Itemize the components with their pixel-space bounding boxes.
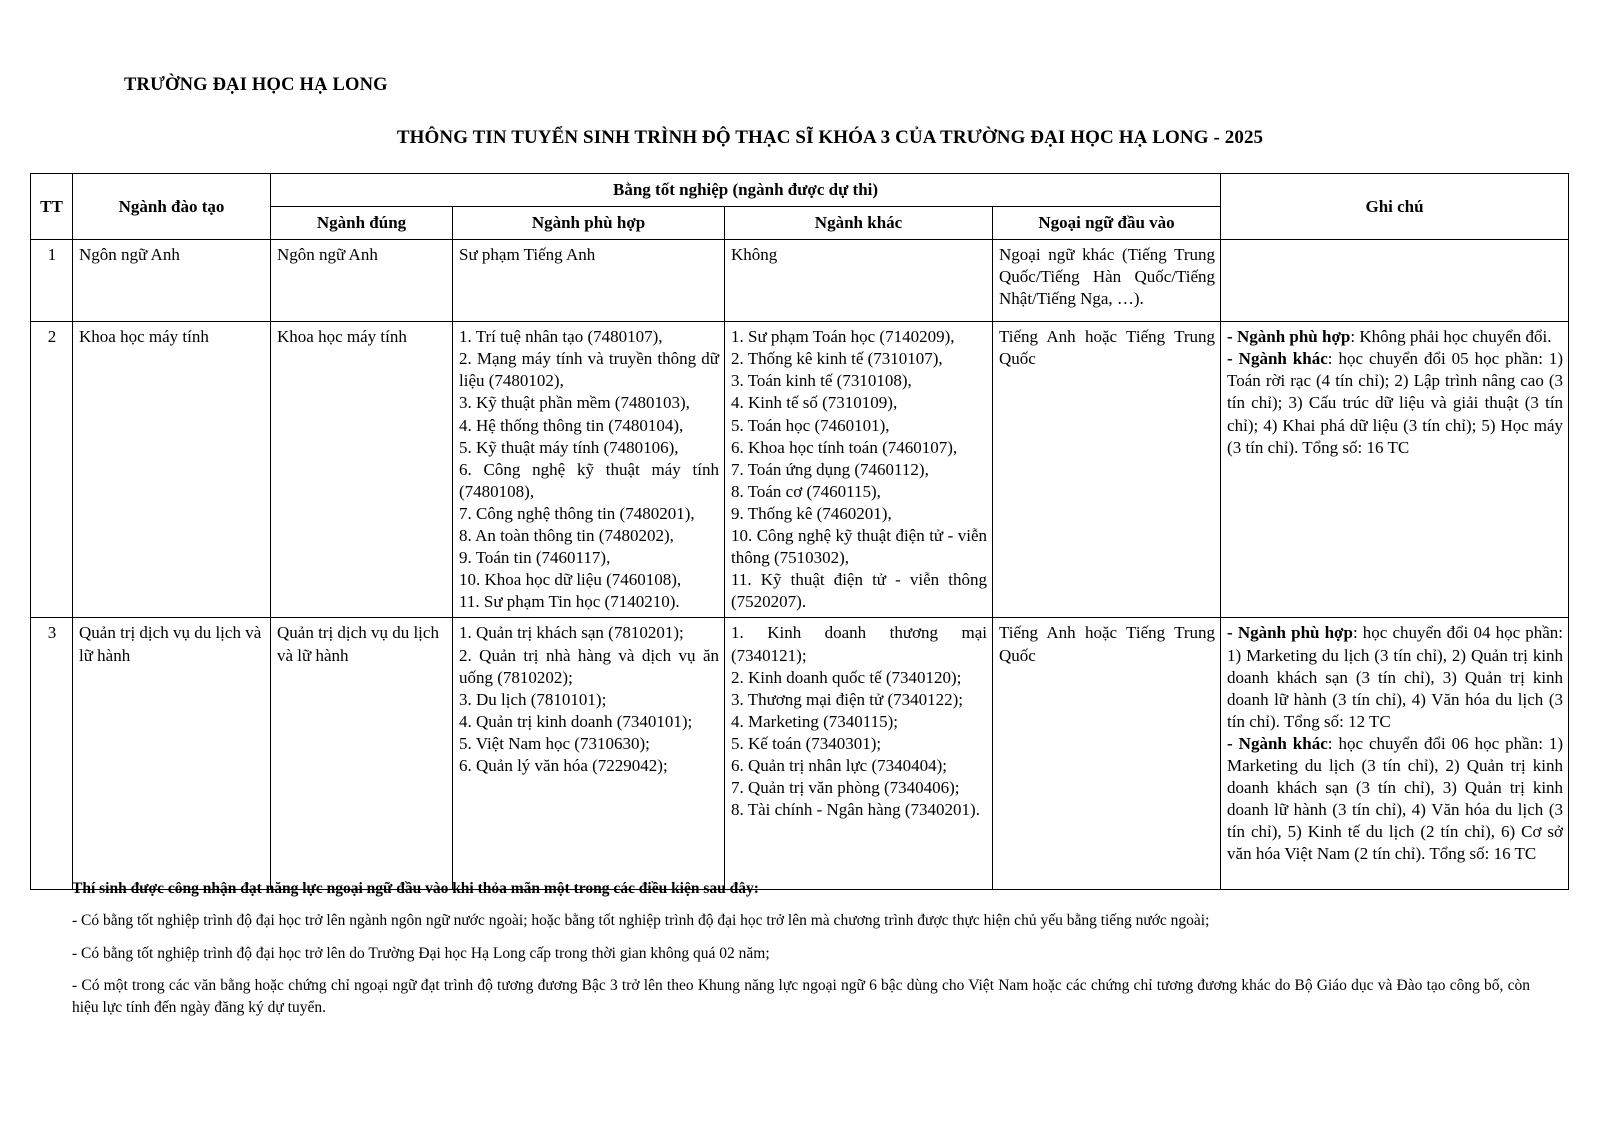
header-tt: TT <box>30 172 73 241</box>
list-item: 3. Kỹ thuật phần mềm (7480103), <box>459 393 690 413</box>
list-item: 5. Kế toán (7340301); <box>731 733 882 753</box>
list-item: 6. Công nghệ kỹ thuật máy tính (7480108)… <box>459 459 719 501</box>
list-nganh-phu-hop: 1. Trí tuệ nhân tạo (7480107), 2. Mạng má… <box>459 326 719 613</box>
cell-ghi-chu <box>1220 239 1570 323</box>
list-item: 7. Quản trị văn phòng (7340406); <box>731 778 960 798</box>
header-ghi-chu: Ghi chú <box>1220 172 1570 241</box>
note-text: : học chuyển đổi 04 học phần: 1) Marketi… <box>1227 623 1564 731</box>
cell-ngoai-ngu: Tiếng Anh hoặc Tiếng Trung Quốc <box>991 617 1222 891</box>
note-label: - Ngành khác <box>1227 733 1328 753</box>
cell-nganh-dao-tao: Ngôn ngữ Anh <box>72 239 271 323</box>
list-item: 3. Thương mại điện tử (7340122); <box>731 689 964 709</box>
list-item: 1. Sư phạm Toán học (7140209), <box>731 327 955 347</box>
list-item: 6. Khoa học tính toán (7460107), <box>731 437 958 457</box>
page-title: THÔNG TIN TUYỂN SINH TRÌNH ĐỘ THẠC SĨ KH… <box>396 127 1264 148</box>
list-item: 10. Khoa học dữ liệu (7460108), <box>459 570 682 590</box>
admission-table: TT Ngành đào tạo Bằng tốt nghiệp (ngành … <box>30 172 1570 891</box>
list-item: 4. Quản trị kinh doanh (7340101); <box>459 711 693 731</box>
list-item: 2. Mạng máy tính và truyền thông dữ liệu… <box>459 349 719 391</box>
organization-name: TRƯỜNG ĐẠI HỌC HẠ LONG <box>124 75 388 95</box>
header-nganh-dung: Ngành đúng <box>270 206 453 241</box>
notes-list: - Ngành phù hợp: Không phải học chuyển đ… <box>1227 326 1563 459</box>
header-nganh-khac: Ngành khác <box>724 206 993 241</box>
header-ngoai-ngu-dau-vao: Ngoại ngữ đầu vào <box>991 206 1222 241</box>
note-paragraph: - Ngành khác: học chuyển đổi 05 học phần… <box>1227 348 1563 458</box>
header-nganh-dao-tao: Ngành đào tạo <box>72 172 271 241</box>
list-item: 2. Kinh doanh quốc tế (7340120); <box>731 667 962 687</box>
table-row: 1 Ngôn ngữ Anh Ngôn ngữ Anh Sư phạm Tiến… <box>30 239 1570 323</box>
footer-item: - Có bằng tốt nghiệp trình độ đại học tr… <box>72 912 1210 930</box>
cell-nganh-khac: Không <box>724 239 993 323</box>
list-item: 7. Toán ứng dụng (7460112), <box>731 459 929 479</box>
list-item: 8. Tài chính - Ngân hàng (7340201). <box>731 800 980 820</box>
list-item: 4. Marketing (7340115); <box>731 711 898 731</box>
list-item: 3. Du lịch (7810101); <box>459 689 607 709</box>
note-paragraph: - Ngành phù hợp: học chuyển đổi 04 học p… <box>1227 622 1563 732</box>
list-item: 11. Sư phạm Tin học (7140210). <box>459 592 680 612</box>
note-text: : học chuyển đổi 05 học phần: 1) Toán rờ… <box>1227 349 1564 457</box>
list-item: 2. Thống kê kinh tế (7310107), <box>731 349 943 369</box>
note-paragraph: - Ngành khác: học chuyển đổi 06 học phần… <box>1227 733 1563 866</box>
note-paragraph: - Ngành phù hợp: Không phải học chuyển đ… <box>1227 326 1563 348</box>
list-item: 4. Kinh tế số (7310109), <box>731 393 898 413</box>
cell-tt: 2 <box>30 321 73 619</box>
header-bang-tot-nghiep: Bằng tốt nghiệp (ngành được dự thi) <box>269 172 1222 208</box>
cell-nganh-dung: Ngôn ngữ Anh <box>270 239 453 323</box>
footer-heading: Thí sinh được công nhận đạt năng lực ngo… <box>72 880 759 897</box>
table-row: 2 Khoa học máy tính Khoa học máy tính 1.… <box>30 321 1570 619</box>
cell-nganh-phu-hop: 1. Trí tuệ nhân tạo (7480107), 2. Mạng má… <box>452 321 725 619</box>
note-text: : Không phải học chuyển đổi. <box>1350 327 1552 347</box>
list-nganh-khac: 1. Sư phạm Toán học (7140209), 2. Thống k… <box>731 326 987 613</box>
list-item: 10. Công nghệ kỹ thuật điện tử - viễn th… <box>731 526 987 568</box>
list-item: 5. Toán học (7460101), <box>731 415 890 435</box>
list-item: 8. An toàn thông tin (7480202), <box>459 526 674 546</box>
table-row: 3 Quản trị dịch vụ du lịch và lữ hành Qu… <box>30 617 1570 891</box>
note-label: - Ngành khác <box>1227 349 1328 369</box>
cell-nganh-khac: 1. Kinh doanh thương mại (7340121); 2. Ki… <box>724 617 993 891</box>
table-body: 1 Ngôn ngữ Anh Ngôn ngữ Anh Sư phạm Tiến… <box>30 239 1570 891</box>
list-item: 3. Toán kinh tế (7310108), <box>731 371 912 391</box>
list-item: 9. Thống kê (7460201), <box>731 503 892 523</box>
list-nganh-khac: 1. Kinh doanh thương mại (7340121); 2. Ki… <box>731 622 987 821</box>
cell-nganh-dung: Khoa học máy tính <box>270 321 453 619</box>
table-header-row-1: TT Ngành đào tạo Bằng tốt nghiệp (ngành … <box>30 172 1570 241</box>
list-nganh-phu-hop: 1. Quản trị khách sạn (7810201); 2. Quản … <box>459 622 719 777</box>
header-nganh-phu-hop: Ngành phù hợp <box>452 206 725 241</box>
cell-nganh-phu-hop: Sư phạm Tiếng Anh <box>452 239 725 323</box>
footer-item: - Có một trong các văn bằng hoặc chứng c… <box>72 977 1530 1016</box>
cell-nganh-dung: Quản trị dịch vụ du lịch và lữ hành <box>270 617 453 891</box>
cell-nganh-khac: 1. Sư phạm Toán học (7140209), 2. Thống k… <box>724 321 993 619</box>
list-item: 2. Quản trị nhà hàng và dịch vụ ăn uống … <box>459 645 719 687</box>
note-label: - Ngành phù hợp <box>1227 327 1351 347</box>
footer-conditions: Thí sinh được công nhận đạt năng lực ngo… <box>72 878 1530 1018</box>
list-item: 1. Trí tuệ nhân tạo (7480107), <box>459 327 663 347</box>
list-item: 1. Kinh doanh thương mại (7340121); <box>731 623 987 665</box>
list-item: 6. Quản lý văn hóa (7229042); <box>459 755 668 775</box>
cell-nganh-dao-tao: Quản trị dịch vụ du lịch và lữ hành <box>72 617 271 891</box>
notes-list: - Ngành phù hợp: học chuyển đổi 04 học p… <box>1227 622 1563 865</box>
cell-ghi-chu: - Ngành phù hợp: học chuyển đổi 04 học p… <box>1220 617 1570 891</box>
cell-nganh-phu-hop: 1. Quản trị khách sạn (7810201); 2. Quản … <box>452 617 725 891</box>
table-header-row-2: Ngành đúng Ngành phù hợp Ngành khác Ngoạ… <box>31 206 1569 241</box>
list-item: 8. Toán cơ (7460115), <box>731 481 881 501</box>
list-item: 9. Toán tin (7460117), <box>459 548 611 568</box>
list-item: 11. Kỹ thuật điện tử - viễn thông (75202… <box>731 570 987 612</box>
list-item: 1. Quản trị khách sạn (7810201); <box>459 623 684 643</box>
list-item: 7. Công nghệ thông tin (7480201), <box>459 503 695 523</box>
note-text: : học chuyển đổi 06 học phần: 1) Marketi… <box>1227 733 1564 864</box>
list-item: 5. Việt Nam học (7310630); <box>459 733 650 753</box>
list-item: 5. Kỹ thuật máy tính (7480106), <box>459 437 679 457</box>
cell-nganh-dao-tao: Khoa học máy tính <box>72 321 271 619</box>
table-header: TT Ngành đào tạo Bằng tốt nghiệp (ngành … <box>30 172 1570 241</box>
cell-ghi-chu: - Ngành phù hợp: Không phải học chuyển đ… <box>1220 321 1570 619</box>
list-item: 4. Hệ thống thông tin (7480104), <box>459 415 684 435</box>
list-item: 6. Quản trị nhân lực (7340404); <box>731 755 948 775</box>
footer-item: - Có bằng tốt nghiệp trình độ đại học tr… <box>72 944 770 962</box>
cell-ngoai-ngu: Tiếng Anh hoặc Tiếng Trung Quốc <box>991 321 1222 619</box>
cell-ngoai-ngu: Ngoại ngữ khác (Tiếng Trung Quốc/Tiếng H… <box>991 239 1222 323</box>
cell-tt: 3 <box>30 617 73 891</box>
cell-tt: 1 <box>30 239 73 323</box>
note-label: - Ngành phù hợp <box>1227 623 1353 643</box>
